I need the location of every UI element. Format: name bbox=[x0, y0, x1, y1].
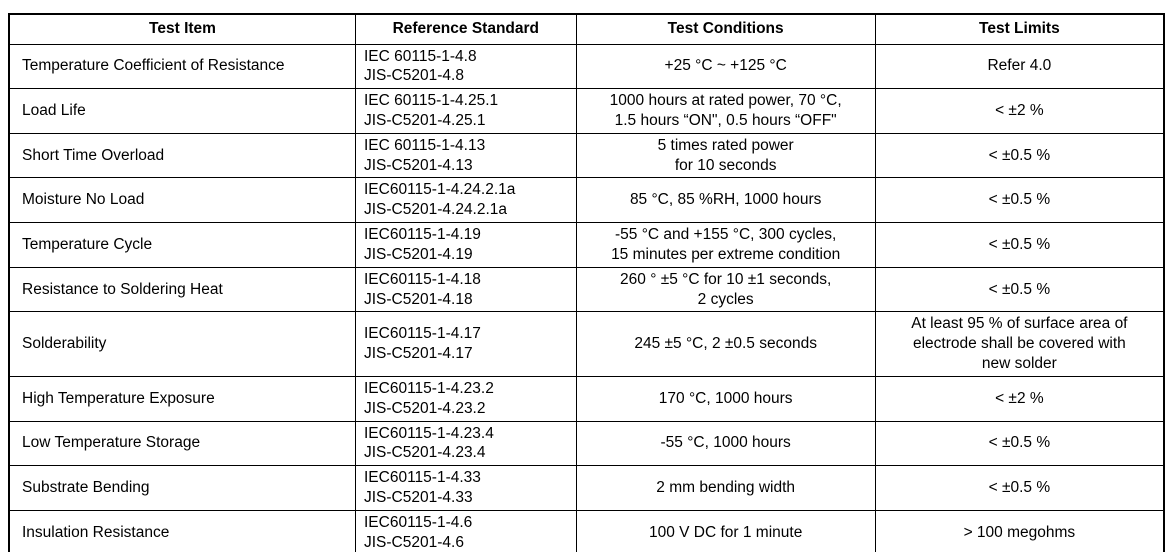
table-row: High Temperature Exposure IEC60115-1-4.2… bbox=[8, 375, 1165, 422]
test-conditions-cell: 260 ° ±5 °C for 10 ±1 seconds, 2 cycles bbox=[575, 266, 876, 313]
test-item-cell: Load Life bbox=[8, 88, 356, 134]
reference-standard-cell: IEC60115-1-4.19 JIS-C5201-4.19 bbox=[355, 222, 577, 268]
reference-standard-cell: IEC60115-1-4.33 JIS-C5201-4.33 bbox=[355, 465, 577, 511]
test-limits-cell: < ±0.5 % bbox=[874, 420, 1165, 467]
test-item-cell: Moisture No Load bbox=[8, 177, 356, 224]
header-reference-standard: Reference Standard bbox=[355, 13, 577, 45]
test-conditions-cell: -55 °C, 1000 hours bbox=[575, 420, 876, 467]
table-row: Insulation Resistance IEC60115-1-4.6 JIS… bbox=[8, 509, 1165, 552]
test-limits-cell: < ±0.5 % bbox=[874, 266, 1165, 313]
reference-standard-cell: IEC60115-1-4.6 JIS-C5201-4.6 bbox=[355, 509, 577, 552]
table-row: Substrate Bending IEC60115-1-4.33 JIS-C5… bbox=[8, 465, 1165, 511]
table-row: Moisture No Load IEC60115-1-4.24.2.1a JI… bbox=[8, 177, 1165, 224]
test-item-cell: Temperature Coefficient of Resistance bbox=[8, 43, 356, 90]
reference-standard-cell: IEC60115-1-4.23.4 JIS-C5201-4.23.4 bbox=[355, 420, 577, 467]
reference-standard-cell: IEC 60115-1-4.13 JIS-C5201-4.13 bbox=[355, 132, 577, 179]
test-conditions-cell: 1000 hours at rated power, 70 °C, 1.5 ho… bbox=[575, 88, 876, 134]
header-test-item: Test Item bbox=[8, 13, 356, 45]
reference-standard-cell: IEC60115-1-4.23.2 JIS-C5201-4.23.2 bbox=[355, 375, 577, 422]
header-test-limits: Test Limits bbox=[874, 13, 1165, 45]
test-item-cell: Insulation Resistance bbox=[8, 509, 356, 552]
test-item-cell: Short Time Overload bbox=[8, 132, 356, 179]
test-item-cell: Low Temperature Storage bbox=[8, 420, 356, 467]
test-limits-cell: > 100 megohms bbox=[874, 509, 1165, 552]
test-limits-cell: At least 95 % of surface area of electro… bbox=[874, 311, 1165, 377]
table-row: Load Life IEC 60115-1-4.25.1 JIS-C5201-4… bbox=[8, 88, 1165, 134]
table-row: Resistance to Soldering Heat IEC60115-1-… bbox=[8, 266, 1165, 313]
table-row: Short Time Overload IEC 60115-1-4.13 JIS… bbox=[8, 132, 1165, 179]
test-item-cell: High Temperature Exposure bbox=[8, 375, 356, 422]
test-conditions-cell: 170 °C, 1000 hours bbox=[575, 375, 876, 422]
test-item-cell: Substrate Bending bbox=[8, 465, 356, 511]
reference-standard-cell: IEC 60115-1-4.25.1 JIS-C5201-4.25.1 bbox=[355, 88, 577, 134]
test-limits-cell: < ±0.5 % bbox=[874, 132, 1165, 179]
test-limits-cell: Refer 4.0 bbox=[874, 43, 1165, 90]
reliability-test-table: Test Item Reference Standard Test Condit… bbox=[8, 13, 1165, 552]
test-conditions-cell: +25 °C ~ +125 °C bbox=[575, 43, 876, 90]
test-limits-cell: < ±0.5 % bbox=[874, 177, 1165, 224]
test-conditions-cell: 2 mm bending width bbox=[575, 465, 876, 511]
test-limits-cell: < ±0.5 % bbox=[874, 465, 1165, 511]
test-limits-cell: < ±2 % bbox=[874, 88, 1165, 134]
header-test-conditions: Test Conditions bbox=[575, 13, 876, 45]
table-row: Temperature Coefficient of Resistance IE… bbox=[8, 43, 1165, 90]
table-header-row: Test Item Reference Standard Test Condit… bbox=[8, 13, 1165, 45]
table-row: Low Temperature Storage IEC60115-1-4.23.… bbox=[8, 420, 1165, 467]
test-conditions-cell: 245 ±5 °C, 2 ±0.5 seconds bbox=[575, 311, 876, 377]
test-limits-cell: < ±2 % bbox=[874, 375, 1165, 422]
test-conditions-cell: -55 °C and +155 °C, 300 cycles, 15 minut… bbox=[575, 222, 876, 268]
table-row: Temperature Cycle IEC60115-1-4.19 JIS-C5… bbox=[8, 222, 1165, 268]
test-item-cell: Temperature Cycle bbox=[8, 222, 356, 268]
reference-standard-cell: IEC60115-1-4.17 JIS-C5201-4.17 bbox=[355, 311, 577, 377]
test-conditions-cell: 100 V DC for 1 minute bbox=[575, 509, 876, 552]
test-conditions-cell: 85 °C, 85 %RH, 1000 hours bbox=[575, 177, 876, 224]
test-limits-cell: < ±0.5 % bbox=[874, 222, 1165, 268]
test-item-cell: Solderability bbox=[8, 311, 356, 377]
table-row: Solderability IEC60115-1-4.17 JIS-C5201-… bbox=[8, 311, 1165, 377]
reference-standard-cell: IEC60115-1-4.24.2.1a JIS-C5201-4.24.2.1a bbox=[355, 177, 577, 224]
reference-standard-cell: IEC60115-1-4.18 JIS-C5201-4.18 bbox=[355, 266, 577, 313]
test-conditions-cell: 5 times rated power for 10 seconds bbox=[575, 132, 876, 179]
test-item-cell: Resistance to Soldering Heat bbox=[8, 266, 356, 313]
reference-standard-cell: IEC 60115-1-4.8 JIS-C5201-4.8 bbox=[355, 43, 577, 90]
